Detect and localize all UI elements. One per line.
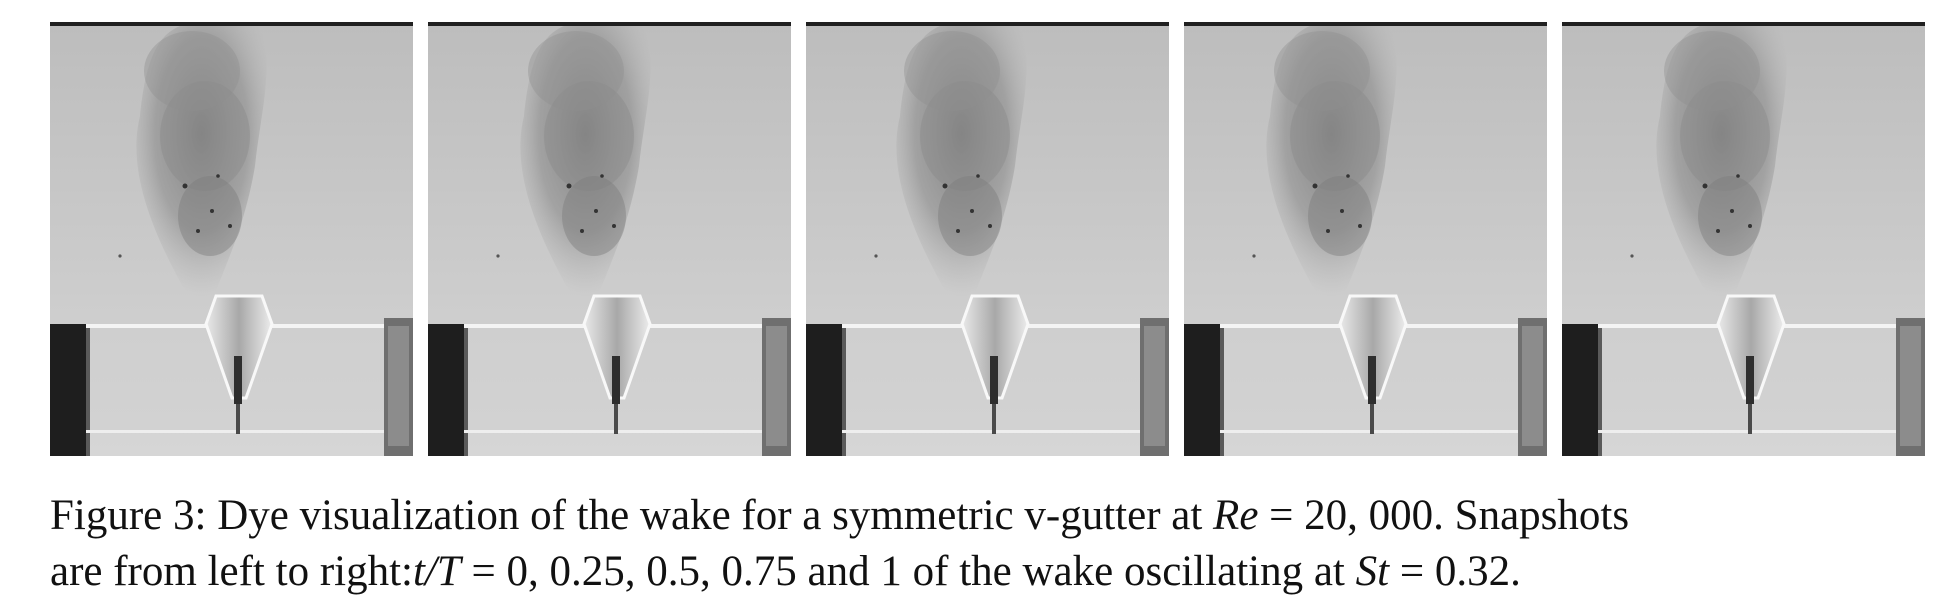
caption-text: Dye visualization of the wake for a symm… xyxy=(217,492,1203,539)
figure-panels xyxy=(50,22,1925,456)
wake-snapshot-image xyxy=(806,26,1169,456)
caption-math-tT: t/T xyxy=(412,548,461,595)
caption-math-re: Re xyxy=(1213,492,1259,539)
snapshot-panel xyxy=(50,22,413,456)
figure-caption: Figure 3: Dye visualization of the wake … xyxy=(50,488,1930,600)
wake-snapshot-image xyxy=(1184,26,1547,456)
snapshot-panel xyxy=(1562,22,1925,456)
caption-figure-label: Figure 3: xyxy=(50,492,207,539)
caption-text: = 0, 0.25, 0.5, 0.75 and 1 of the wake o… xyxy=(471,548,1345,595)
caption-line-2: are from left to right:t/T = 0, 0.25, 0.… xyxy=(50,544,1930,600)
caption-line-1: Figure 3: Dye visualization of the wake … xyxy=(50,488,1930,544)
snapshot-panel xyxy=(428,22,791,456)
snapshot-panel xyxy=(806,22,1169,456)
caption-text: are from left to right: xyxy=(50,548,413,595)
caption-math-st: St xyxy=(1355,548,1390,595)
wake-snapshot-image xyxy=(428,26,791,456)
caption-text: = 20, 000. Snapshots xyxy=(1269,492,1630,539)
snapshot-panel xyxy=(1184,22,1547,456)
wake-snapshot-image xyxy=(1562,26,1925,456)
caption-text: = 0.32. xyxy=(1399,548,1521,595)
wake-snapshot-image xyxy=(50,26,413,456)
